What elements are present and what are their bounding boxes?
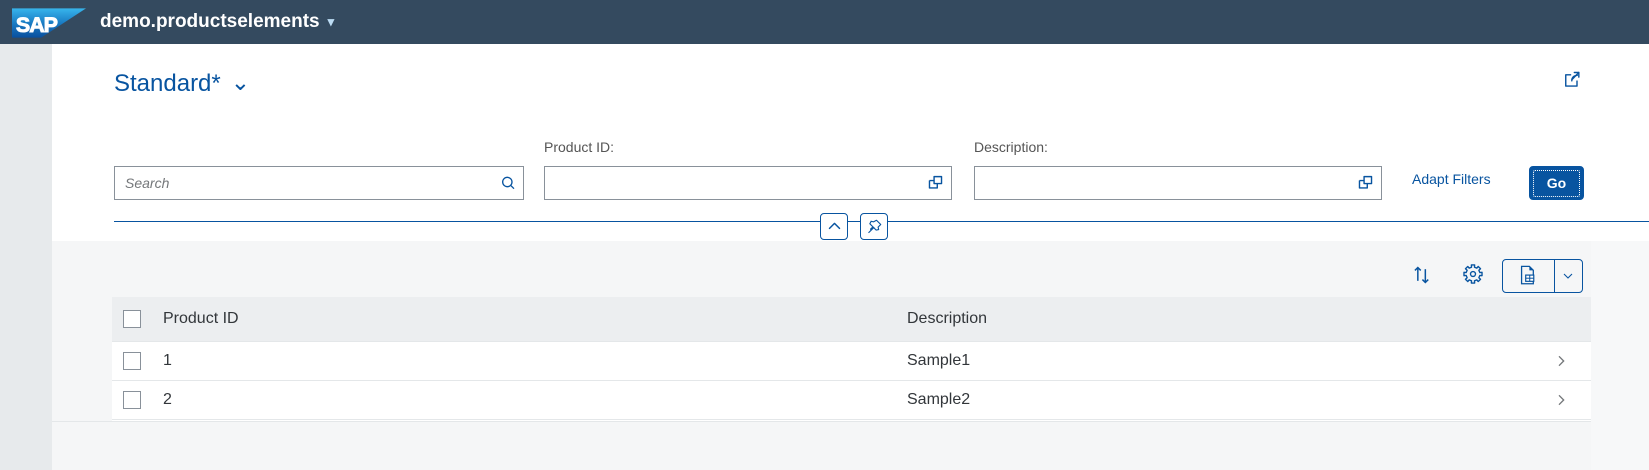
svg-text:SAP: SAP — [16, 12, 58, 36]
